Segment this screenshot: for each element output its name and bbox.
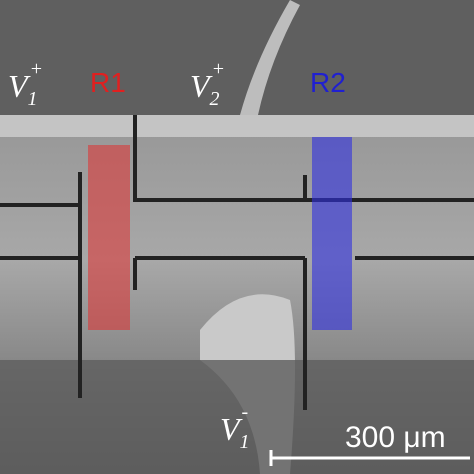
voltage-label: V1 + bbox=[8, 58, 43, 110]
label-base: V bbox=[8, 68, 31, 104]
label-sub: 2 bbox=[210, 88, 220, 110]
trenches bbox=[0, 115, 474, 410]
label-sup: + bbox=[30, 58, 44, 80]
label-base: V bbox=[190, 68, 213, 104]
wire bbox=[240, 0, 300, 115]
region-r2 bbox=[312, 137, 352, 330]
region-r1 bbox=[88, 145, 130, 330]
label-sup: - bbox=[242, 401, 249, 423]
voltage-label: V2 + bbox=[190, 58, 225, 110]
region-label: R1 bbox=[90, 67, 126, 98]
label-sub: 1 bbox=[240, 431, 250, 453]
top-edge bbox=[0, 115, 474, 137]
top-substrate bbox=[0, 0, 474, 115]
voltage-label: V1 - bbox=[220, 401, 250, 453]
scale-bar-label: 300 μm bbox=[345, 421, 446, 454]
label-base: V bbox=[220, 411, 243, 447]
label-sub: 1 bbox=[28, 88, 38, 110]
label-sup: + bbox=[212, 58, 226, 80]
region-label: R2 bbox=[310, 67, 346, 98]
